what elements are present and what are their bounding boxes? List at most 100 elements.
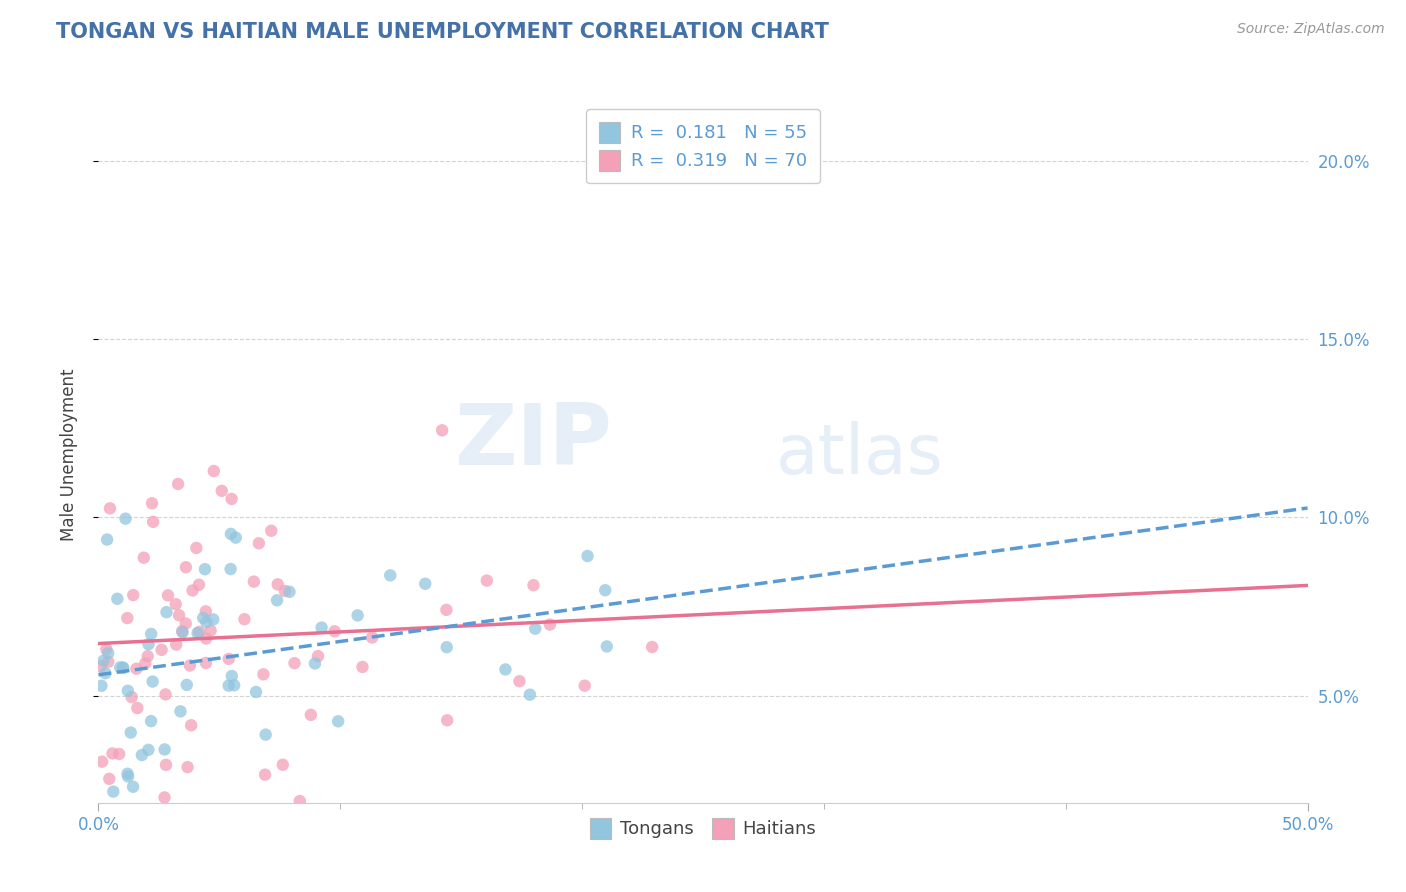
Point [117, 769, 139, 783]
Point [195, 632, 218, 646]
Point [176, 760, 198, 774]
Point [218, 652, 240, 666]
Point [436, 603, 458, 617]
Point [307, 649, 329, 664]
Text: atlas: atlas [776, 421, 943, 489]
Point [194, 656, 217, 670]
Point [221, 491, 243, 506]
Point [122, 780, 145, 794]
Point [90, 659, 112, 673]
Point [122, 588, 145, 602]
Point [120, 725, 142, 739]
Point [155, 757, 177, 772]
Point [142, 515, 165, 529]
Point [112, 661, 135, 675]
Point [180, 718, 202, 732]
Point [219, 527, 242, 541]
Point [252, 667, 274, 681]
Point [101, 747, 124, 761]
Point [167, 608, 190, 623]
Point [132, 550, 155, 565]
Point [138, 637, 160, 651]
Point [150, 643, 173, 657]
Point [141, 496, 163, 510]
Point [304, 657, 326, 671]
Point [218, 679, 240, 693]
Point [98, 772, 121, 786]
Point [139, 714, 162, 728]
Point [299, 707, 322, 722]
Point [127, 701, 149, 715]
Point [323, 624, 346, 639]
Point [156, 588, 179, 602]
Point [188, 578, 211, 592]
Point [202, 612, 225, 626]
Text: ZIP: ZIP [454, 400, 613, 483]
Point [524, 622, 547, 636]
Point [96, 642, 118, 657]
Point [186, 541, 208, 555]
Point [254, 728, 277, 742]
Point [254, 767, 277, 781]
Point [195, 615, 218, 629]
Point [155, 687, 177, 701]
Point [93, 654, 115, 668]
Point [103, 784, 125, 798]
Point [233, 612, 256, 626]
Point [283, 656, 305, 670]
Point [94, 666, 117, 681]
Point [172, 625, 194, 640]
Point [112, 661, 135, 675]
Point [200, 624, 222, 638]
Point [475, 574, 498, 588]
Point [193, 611, 215, 625]
Point [174, 616, 197, 631]
Point [108, 747, 131, 761]
Point [91, 755, 114, 769]
Point [121, 690, 143, 704]
Point [243, 574, 266, 589]
Text: TONGAN VS HAITIAN MALE UNEMPLOYMENT CORRELATION CHART: TONGAN VS HAITIAN MALE UNEMPLOYMENT CORR… [56, 22, 830, 42]
Point [90, 679, 112, 693]
Point [522, 578, 544, 592]
Point [245, 685, 267, 699]
Point [221, 669, 243, 683]
Point [271, 757, 294, 772]
Point [328, 714, 350, 729]
Point [267, 577, 290, 591]
Point [139, 627, 162, 641]
Text: Source: ZipAtlas.com: Source: ZipAtlas.com [1237, 22, 1385, 37]
Point [278, 584, 301, 599]
Point [576, 549, 599, 563]
Point [176, 678, 198, 692]
Point [436, 714, 458, 728]
Point [187, 626, 209, 640]
Point [97, 646, 120, 660]
Point [136, 649, 159, 664]
Point [117, 766, 139, 780]
Point [346, 608, 368, 623]
Point [134, 657, 156, 671]
Point [97, 655, 120, 669]
Point [153, 742, 176, 756]
Point [361, 631, 384, 645]
Point [110, 660, 132, 674]
Point [105, 591, 128, 606]
Point [98, 501, 121, 516]
Point [538, 617, 561, 632]
Legend: Tongans, Haitians: Tongans, Haitians [582, 811, 824, 846]
Point [114, 511, 136, 525]
Point [274, 584, 297, 599]
Point [288, 794, 311, 808]
Point [188, 624, 211, 639]
Point [117, 683, 139, 698]
Point [260, 524, 283, 538]
Point [519, 688, 541, 702]
Point [179, 658, 201, 673]
Point [174, 560, 197, 574]
Point [219, 562, 242, 576]
Point [172, 624, 194, 638]
Point [142, 674, 165, 689]
Point [202, 464, 225, 478]
Point [641, 640, 664, 654]
